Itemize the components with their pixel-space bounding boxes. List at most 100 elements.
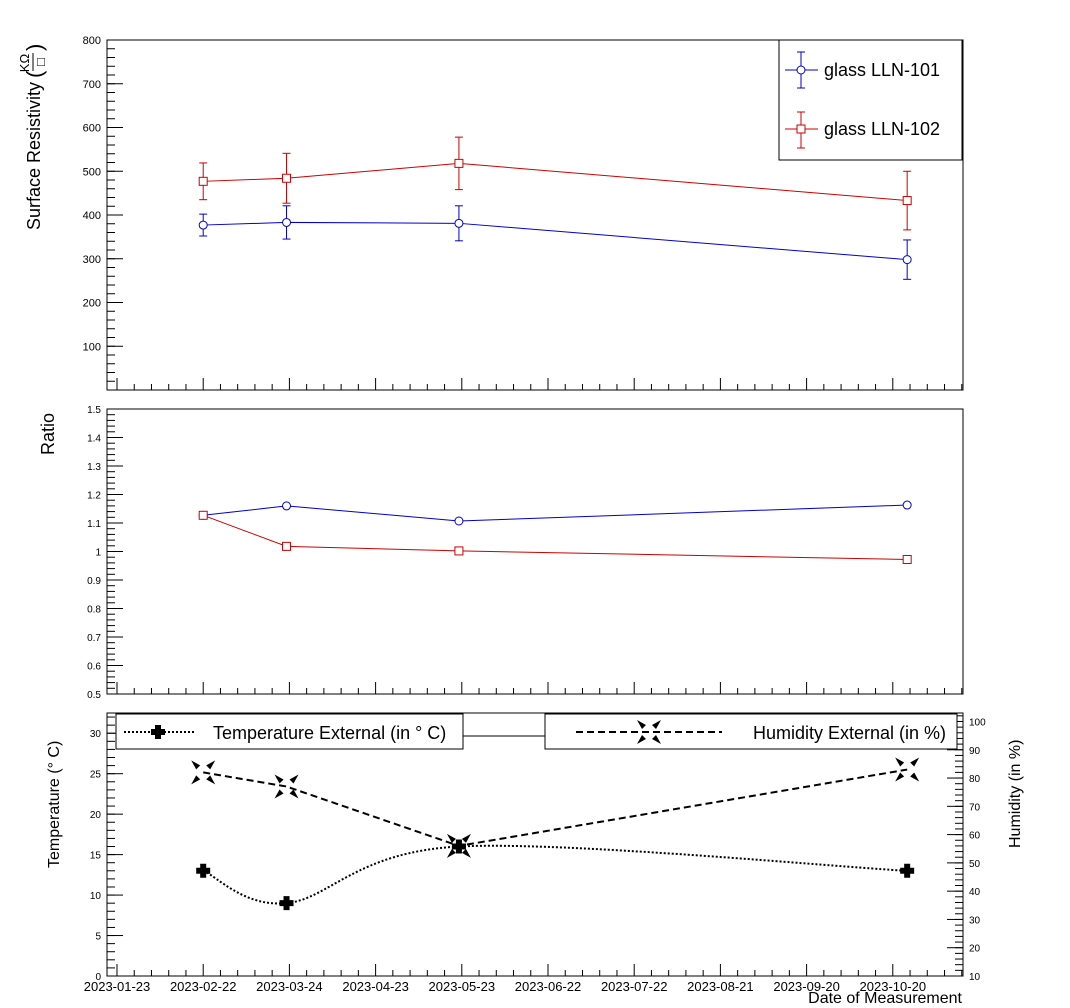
y-axis-title-resistivity: Surface Resistivity KΩ □ ( ) — [17, 44, 48, 230]
y-tick-label: 100 — [969, 717, 986, 728]
y-tick-label: 10 — [90, 891, 102, 902]
data-point — [902, 255, 912, 265]
ratio-line-2 — [203, 514, 908, 560]
panel-2-frame — [106, 408, 964, 695]
x-tick-label: 2023-09-20 — [773, 979, 840, 994]
data-point — [198, 220, 208, 230]
legend-marker-cross — [151, 725, 165, 739]
legend-label-lln-102: glass LLN-102 — [824, 119, 940, 139]
legend-entry-lln-101: glass LLN-101 — [785, 51, 940, 89]
data-point — [198, 176, 208, 186]
x-tick-label: 2023-04-23 — [342, 979, 409, 994]
y-tick-label: 90 — [969, 746, 981, 757]
ratio-point — [902, 554, 912, 564]
y-axis-title-ratio: Ratio — [38, 413, 58, 455]
y-tick-label: 0 — [95, 972, 101, 983]
data-point — [454, 158, 464, 168]
x-axis-title-date: Date of Measurement — [808, 990, 962, 1007]
y-axis-title-temperature: Temperature (° C) — [46, 741, 63, 868]
series-line-1 — [203, 221, 908, 261]
series-line-2 — [203, 162, 908, 202]
x-tick-label: 2023-03-24 — [256, 979, 323, 994]
x-tick-label: 2023-10-20 — [860, 979, 927, 994]
data-point — [282, 173, 292, 183]
legend-entry-lln-102: glass LLN-102 — [785, 111, 940, 149]
legend-marker-star — [637, 720, 661, 744]
temperature-point — [279, 896, 294, 911]
ratio-point — [454, 546, 464, 556]
y-tick-label: 1.5 — [87, 405, 101, 416]
y-tick-label: 50 — [969, 859, 981, 870]
ratio-point — [282, 501, 292, 511]
y-tick-label: 100 — [83, 341, 101, 353]
y-tick-label: 80 — [969, 774, 981, 785]
y-tick-label: 5 — [95, 932, 101, 943]
panel-environment: 0 5 10 15 20 25 30 10 20 30 40 50 60 70 80 90 100 2023-01… — [84, 715, 986, 994]
ratio-point — [454, 516, 464, 526]
data-point — [902, 196, 912, 206]
y-axis-unit-paren-open: ( — [22, 70, 47, 78]
y-tick-label: 15 — [90, 851, 102, 862]
humidity-point — [274, 774, 299, 799]
y-tick-label: 10 — [969, 972, 981, 983]
humidity-point — [895, 757, 920, 782]
y-tick-label: 30 — [90, 729, 102, 740]
y-tick-label: 700 — [83, 79, 101, 91]
temperature-point — [196, 863, 211, 878]
panel-ratio: 0.5 0.6 0.7 0.8 0.9 1 1.1 1.2 1.3 1.4 1.5 — [87, 405, 963, 701]
y-tick-label: 300 — [83, 254, 101, 266]
panel-3-frame — [106, 712, 964, 977]
y-tick-label: 40 — [969, 887, 981, 898]
humidity-point — [446, 833, 471, 858]
y-tick-label: 20 — [969, 944, 981, 955]
y-tick-label: 1.3 — [87, 462, 101, 473]
panel-surface-resistivity: 100 200 300 400 500 600 700 800 — [83, 35, 963, 391]
y-axis-unit-denominator: □ — [33, 58, 48, 66]
y-axis-title-humidity: Humidity (in %) — [1007, 740, 1024, 848]
data-point — [282, 217, 292, 227]
x-tick-label: 2023-07-22 — [601, 979, 668, 994]
y-tick-label: 600 — [83, 123, 101, 135]
y-tick-label: 800 — [83, 35, 101, 47]
y-tick-label: 1.1 — [87, 519, 101, 530]
y-tick-label: 0.5 — [87, 690, 101, 701]
y-tick-label: 30 — [969, 915, 981, 926]
y-axis-title-text: Surface Resistivity — [24, 82, 44, 230]
x-tick-label: 2023-02-22 — [170, 979, 237, 994]
y-tick-label: 0.7 — [87, 633, 101, 644]
y-tick-label: 60 — [969, 831, 981, 842]
humidity-line — [203, 768, 908, 847]
legend-label-humidity: Humidity External (in %) — [753, 723, 946, 743]
y-tick-label: 0.8 — [87, 605, 101, 616]
ratio-line-1 — [203, 504, 908, 522]
y-axis-unit-paren-close: ) — [22, 44, 47, 51]
y-tick-label: 400 — [83, 210, 101, 222]
x-tick-label: 2023-01-23 — [84, 979, 151, 994]
y-tick-label: 1.2 — [87, 491, 101, 502]
ratio-point — [282, 541, 292, 551]
ratio-point — [902, 500, 912, 510]
temperature-point — [900, 863, 915, 878]
y-tick-label: 25 — [90, 770, 102, 781]
y-tick-label: 20 — [90, 810, 102, 821]
y-tick-label: 1.4 — [87, 434, 101, 445]
data-point — [454, 218, 464, 228]
legend-humidity: Humidity External (in %) — [544, 713, 958, 750]
y-tick-label: 70 — [969, 802, 981, 813]
legend-temperature: Temperature External (in ° C) — [115, 713, 464, 750]
y-tick-label: 200 — [83, 298, 101, 310]
legend-resistivity: glass LLN-101 glass LLN-102 — [778, 39, 963, 161]
y-tick-label: 0.9 — [87, 576, 101, 587]
legend-label-temperature: Temperature External (in ° C) — [213, 723, 446, 743]
y-tick-label: 1 — [95, 548, 101, 559]
temperature-line — [202, 844, 908, 905]
ratio-point — [198, 510, 208, 520]
y-tick-label: 0.6 — [87, 662, 101, 673]
humidity-point — [191, 760, 216, 785]
y-tick-label: 500 — [83, 166, 101, 178]
legend-label-lln-101: glass LLN-101 — [824, 60, 940, 80]
x-tick-label: 2023-06-22 — [515, 979, 582, 994]
y-axis-unit-numerator: KΩ — [17, 54, 32, 73]
x-tick-label: 2023-05-23 — [429, 979, 496, 994]
